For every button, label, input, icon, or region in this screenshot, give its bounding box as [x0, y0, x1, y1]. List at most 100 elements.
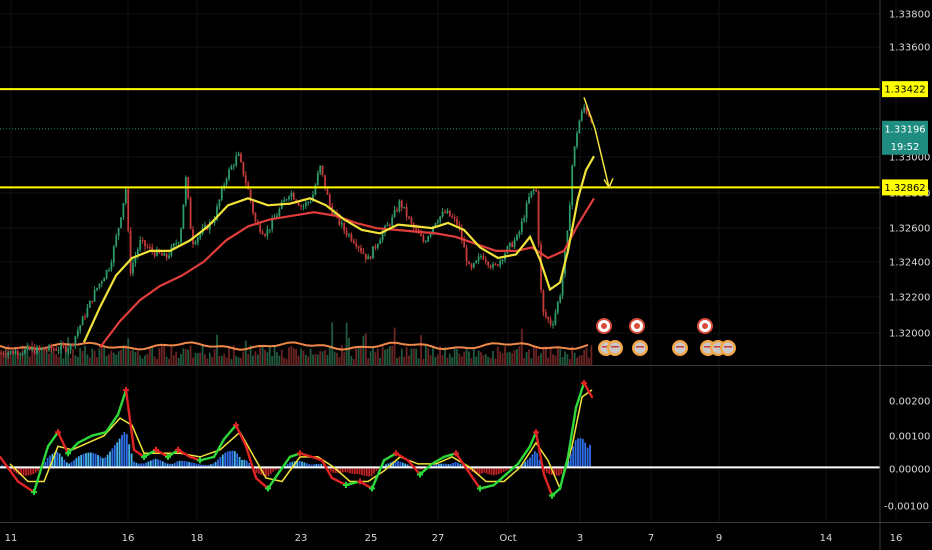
volume-bar — [415, 348, 418, 365]
volume-bar — [530, 358, 533, 365]
economic-events[interactable] — [596, 318, 736, 356]
histogram-bar — [101, 458, 104, 468]
histogram-bar — [435, 464, 438, 468]
candle-body — [244, 175, 247, 184]
histogram-bar — [533, 451, 536, 468]
candle-body — [127, 189, 130, 231]
candle-body — [554, 312, 557, 325]
candle-body — [55, 349, 58, 351]
histogram-bar — [166, 463, 169, 468]
candle-body — [556, 302, 559, 313]
histogram-bar — [572, 446, 575, 468]
candle-body — [196, 237, 199, 243]
histogram-bar — [349, 467, 351, 474]
economic-event-icon[interactable] — [596, 318, 612, 334]
time-tick-label: 11 — [5, 533, 18, 544]
histogram-bar — [99, 456, 102, 468]
candle-body — [216, 206, 218, 220]
histogram-bar — [394, 460, 397, 468]
candle-body — [451, 216, 454, 218]
candle-body — [69, 344, 72, 350]
volume-bar — [528, 349, 530, 365]
candle-body — [165, 253, 168, 258]
oscillator-main-line — [176, 448, 192, 459]
histogram-bar — [63, 459, 66, 468]
histogram-bar — [437, 464, 440, 468]
candle-body — [508, 242, 511, 247]
volume-bar — [554, 355, 557, 365]
histogram-bar — [233, 451, 236, 468]
histogram-bar — [303, 462, 306, 468]
histogram-bar — [404, 463, 407, 468]
candle-body — [568, 205, 571, 232]
candle-body — [319, 165, 322, 174]
volume-bar — [535, 346, 538, 365]
histogram-bar — [226, 451, 229, 468]
histogram-bar — [125, 434, 128, 468]
price-tick-label: 1.32600 — [889, 224, 930, 235]
volume-bar — [103, 346, 106, 365]
histogram-bar — [361, 467, 363, 476]
volume-bar — [244, 340, 247, 365]
histogram-bar — [529, 457, 531, 468]
volume-bar — [96, 357, 98, 365]
oscillator-main-line — [278, 455, 292, 473]
candle-body — [64, 345, 67, 352]
volume-bar — [86, 354, 89, 365]
histogram-bar — [329, 467, 332, 472]
economic-event-icon[interactable] — [697, 318, 713, 334]
economic-event-icon[interactable] — [720, 340, 736, 356]
price-tick-label: 1.33000 — [889, 153, 930, 164]
oscillator-main-line — [266, 469, 282, 490]
volume-bar — [386, 348, 389, 365]
candle-body — [60, 344, 62, 351]
histogram-bar — [178, 460, 181, 468]
histogram-bar — [231, 450, 234, 468]
volume-bar — [175, 351, 178, 365]
histogram-bar — [298, 460, 301, 468]
candle-body — [453, 217, 456, 219]
volume-bar — [561, 357, 564, 365]
volume-bar — [309, 348, 312, 365]
oscillator-main-line — [234, 423, 248, 448]
candle-body — [132, 263, 134, 274]
volume-bar — [439, 346, 442, 365]
economic-event-icon[interactable] — [632, 340, 648, 356]
oscillator-tick-label: 0.00000 — [889, 465, 930, 476]
candle-body — [180, 228, 182, 243]
economic-event-icon[interactable] — [672, 340, 688, 356]
histogram-bar — [353, 467, 356, 475]
volume-bar — [76, 356, 79, 365]
forecast-arrow-head — [603, 178, 614, 190]
histogram-bar — [536, 453, 539, 468]
volume-bar — [170, 346, 173, 365]
histogram-bar — [274, 467, 277, 471]
volume-bar — [477, 350, 480, 365]
candle-body — [376, 244, 379, 248]
candle-body — [220, 188, 223, 200]
histogram-bar — [236, 453, 239, 468]
candle-body — [285, 199, 288, 201]
volume-bar — [237, 357, 240, 365]
candle-body — [163, 253, 166, 256]
histogram-bar — [488, 467, 491, 475]
oscillator-main-line — [124, 388, 136, 452]
candle-body — [458, 224, 461, 229]
economic-event-icon[interactable] — [629, 318, 645, 334]
candle-body — [408, 216, 410, 219]
histogram-bar — [449, 463, 452, 468]
economic-event-icon[interactable] — [607, 340, 623, 356]
volume-bar — [189, 345, 192, 365]
volume-bar — [434, 356, 437, 365]
histogram-bar — [133, 461, 135, 468]
histogram-bar — [34, 467, 37, 473]
horizontal-levels[interactable] — [0, 88, 880, 189]
volume-bar — [45, 347, 48, 365]
candle-body — [24, 349, 26, 354]
oscillator-tick-label: 0.00200 — [889, 397, 930, 408]
oscillator-main-line — [212, 438, 226, 459]
volume-bar — [511, 353, 514, 365]
histogram-bar — [334, 467, 337, 473]
